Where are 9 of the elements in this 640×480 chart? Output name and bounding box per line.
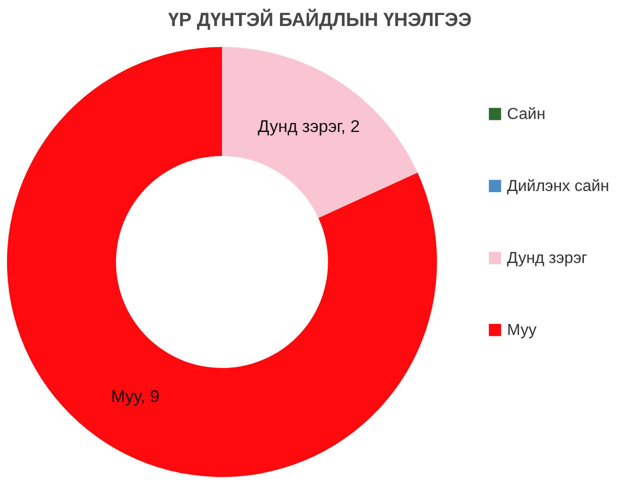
legend-label: Дунд зэрэг [507, 250, 588, 267]
chart-title: ҮР ДҮНТЭЙ БАЙДЛЫН ҮНЭЛГЭЭ [168, 8, 472, 31]
data-label: Муу, 9 [110, 387, 160, 406]
donut-slice [222, 47, 418, 218]
legend-label: Сайн [507, 106, 546, 123]
legend-label: Дийлэнх сайн [507, 178, 610, 195]
donut-slice [7, 47, 437, 477]
legend-label: Муу [507, 322, 537, 339]
data-label: Дунд зэрэг, 2 [258, 116, 360, 136]
